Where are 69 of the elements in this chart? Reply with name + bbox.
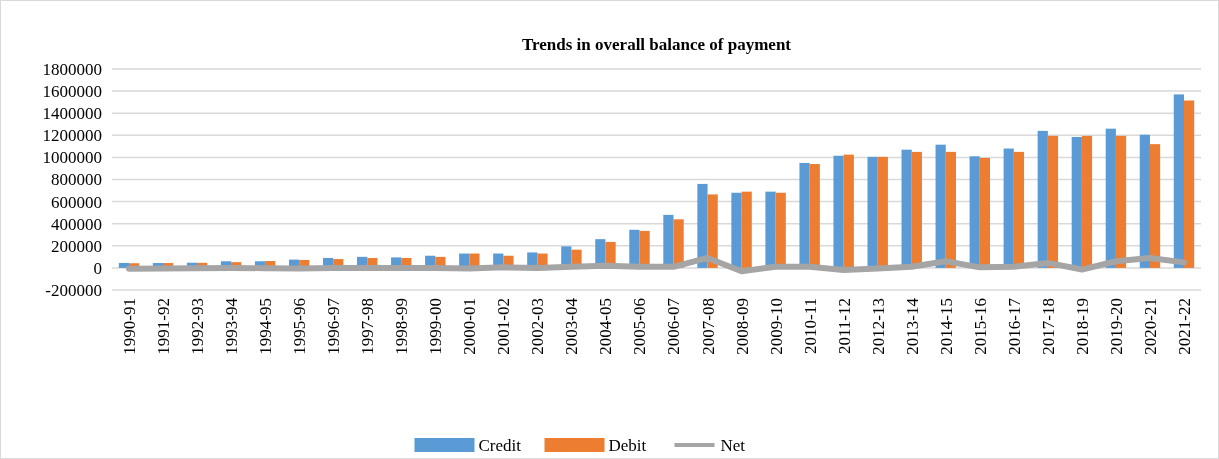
- bar: [1037, 130, 1048, 268]
- x-tick-label: 1991-92: [154, 298, 173, 355]
- legend-label: Debit: [608, 435, 647, 455]
- x-tick-label: 1994-95: [256, 298, 276, 355]
- x-tick-label: 2020-21: [1140, 298, 1160, 355]
- x-tick-label: 1990-91: [119, 298, 139, 355]
- x-tick-label: 2012-13: [868, 298, 888, 355]
- bar: [1149, 144, 1161, 268]
- x-tick-label: 2005-06: [630, 298, 650, 355]
- bar: [1183, 100, 1195, 268]
- x-tick-label: 2001-02: [494, 298, 514, 355]
- x-tick-label: 2011-12: [834, 298, 854, 355]
- x-tick-label: 1992-93: [188, 298, 208, 355]
- bar: [1173, 94, 1184, 268]
- y-tick-label: 1200000: [42, 126, 102, 146]
- bar: [843, 154, 854, 268]
- bar: [945, 151, 956, 268]
- x-tick-label: 2008-09: [732, 298, 752, 355]
- y-tick-label: 1000000: [42, 148, 102, 168]
- x-tick-label: 1999-00: [426, 298, 446, 355]
- y-tick-label: 800000: [51, 170, 102, 190]
- bar: [1139, 134, 1150, 268]
- bar: [1115, 135, 1127, 268]
- y-tick-label: 400000: [51, 214, 102, 234]
- chart-title: Trends in overall balance of payment: [521, 35, 792, 54]
- x-tick-label: 2013-14: [902, 297, 922, 355]
- x-tick-label: 2002-03: [528, 298, 548, 355]
- x-tick-label: 2000-01: [460, 298, 480, 355]
- x-tick-label: 1998-99: [392, 298, 412, 355]
- x-tick-label: 2007-08: [698, 298, 718, 355]
- x-tick-label: 2009-10: [766, 298, 786, 355]
- x-tick-label: 2004-05: [596, 298, 616, 355]
- x-tick-label: 2016-17: [1004, 297, 1024, 355]
- x-tick-label: 2017-18: [1038, 298, 1058, 355]
- bar: [809, 164, 820, 268]
- bar: [707, 194, 718, 268]
- bar: [1047, 135, 1059, 268]
- bar: [765, 191, 776, 268]
- legend-label: Credit: [478, 435, 522, 455]
- x-tick-label: 2010-11: [800, 298, 820, 355]
- x-tick-label: 1997-98: [358, 298, 378, 355]
- x-tick-label: 2021-22: [1174, 298, 1194, 355]
- bar: [731, 192, 742, 268]
- x-tick-label: 2019-20: [1106, 298, 1126, 355]
- x-tick-label: 1993-94: [222, 297, 242, 355]
- y-tick-label: 600000: [51, 192, 102, 212]
- bar: [867, 156, 878, 268]
- x-tick-label: 2003-04: [562, 297, 582, 355]
- y-tick-label: 1800000: [42, 59, 102, 79]
- x-tick-label: 2018-19: [1072, 298, 1092, 355]
- legend-label: Net: [720, 435, 746, 455]
- y-tick-label: 0: [93, 258, 102, 278]
- x-tick-label: 2014-15: [936, 298, 956, 355]
- y-tick-label: 1400000: [42, 104, 102, 124]
- y-tick-label: 200000: [51, 236, 102, 256]
- bar: [833, 155, 844, 268]
- bar: [1071, 136, 1082, 268]
- bar: [1081, 135, 1093, 268]
- bar: [741, 191, 752, 268]
- bar: [1105, 128, 1116, 268]
- y-tick-label: -200000: [45, 280, 102, 300]
- x-tick-label: 2015-16: [970, 298, 990, 355]
- bar: [877, 156, 888, 268]
- x-tick-label: 1996-97: [324, 297, 344, 355]
- x-tick-label: 1995-96: [290, 298, 310, 355]
- y-tick-label: 1600000: [42, 82, 102, 102]
- x-tick-label: 2006-07: [664, 297, 684, 355]
- bar: [697, 183, 708, 268]
- bar: [935, 144, 946, 268]
